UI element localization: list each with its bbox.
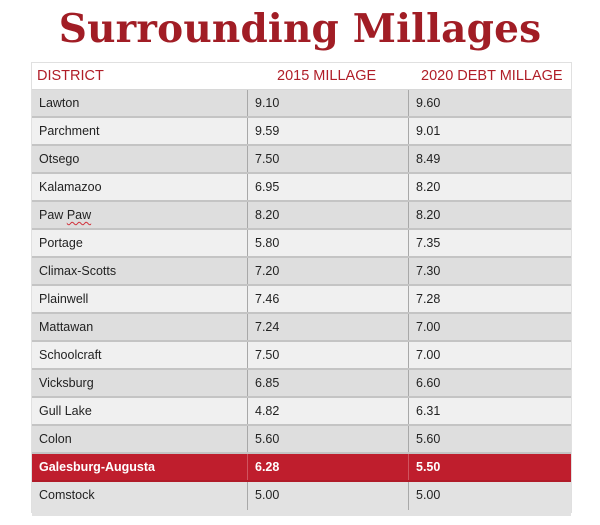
table-row: Comstock 5.00 5.00 <box>32 482 571 516</box>
millage-2015-cell: 5.00 <box>247 482 408 510</box>
district-word: Paw <box>39 208 64 222</box>
header-district: DISTRICT <box>37 68 104 84</box>
millage-2020-cell: 8.49 <box>408 146 571 172</box>
header-2015-millage: 2015 MILLAGE <box>277 68 377 84</box>
millage-2015-cell: 7.24 <box>247 314 408 340</box>
district-cell: Gull Lake <box>39 404 92 418</box>
millage-2015-cell: 8.20 <box>247 202 408 228</box>
table-row: Colon 5.60 5.60 <box>32 426 571 454</box>
millage-2020-cell: 7.28 <box>408 286 571 312</box>
district-cell: Lawton <box>39 96 80 110</box>
millage-2015-cell: 6.95 <box>247 174 408 200</box>
millage-2020-cell: 5.00 <box>408 482 571 510</box>
millage-2020-cell: 5.60 <box>408 426 571 452</box>
millage-2015-cell: 4.82 <box>247 398 408 424</box>
district-cell: Schoolcraft <box>39 348 102 362</box>
table-row: Gull Lake 4.82 6.31 <box>32 398 571 426</box>
millage-2015-cell: 5.60 <box>247 426 408 452</box>
table-row: Plainwell 7.46 7.28 <box>32 286 571 314</box>
millage-2015-cell: 7.50 <box>247 342 408 368</box>
table-row: Mattawan 7.24 7.00 <box>32 314 571 342</box>
table-row: Otsego 7.50 8.49 <box>32 146 571 174</box>
millage-2015-cell: 5.80 <box>247 230 408 256</box>
table-row: Parchment 9.59 9.01 <box>32 118 571 146</box>
table-row: Vicksburg 6.85 6.60 <box>32 370 571 398</box>
district-cell: Plainwell <box>39 292 89 306</box>
header-2020-debt-millage: 2020 DEBT MILLAGE <box>421 68 563 84</box>
millage-2020-cell: 7.00 <box>408 342 571 368</box>
millage-2020-cell: 5.50 <box>408 454 571 480</box>
table-header-row: DISTRICT 2015 MILLAGE 2020 DEBT MILLAGE <box>32 63 571 90</box>
district-cell: Mattawan <box>39 320 94 334</box>
millage-2020-cell: 7.35 <box>408 230 571 256</box>
district-cell: Climax-Scotts <box>39 264 117 278</box>
table-row: Kalamazoo 6.95 8.20 <box>32 174 571 202</box>
millage-2020-cell: 8.20 <box>408 202 571 228</box>
table-row-highlighted: Galesburg-Augusta 6.28 5.50 <box>32 454 571 482</box>
millage-2020-cell: 6.60 <box>408 370 571 396</box>
district-cell: Vicksburg <box>39 376 94 390</box>
district-cell: Galesburg-Augusta <box>39 460 155 474</box>
spellcheck-flagged-word: Paw <box>66 208 92 222</box>
millage-2015-cell: 9.59 <box>247 118 408 144</box>
millage-2015-cell: 6.85 <box>247 370 408 396</box>
district-cell: Comstock <box>39 488 95 502</box>
millage-2020-cell: 8.20 <box>408 174 571 200</box>
millage-2015-cell: 7.50 <box>247 146 408 172</box>
table-row: Climax-Scotts 7.20 7.30 <box>32 258 571 286</box>
table-row: Portage 5.80 7.35 <box>32 230 571 258</box>
millage-2020-cell: 9.60 <box>408 90 571 116</box>
district-cell: Otsego <box>39 152 80 166</box>
millage-2020-cell: 6.31 <box>408 398 571 424</box>
district-cell: Parchment <box>39 124 100 138</box>
table-row: Lawton 9.10 9.60 <box>32 90 571 118</box>
millage-2015-cell: 7.46 <box>247 286 408 312</box>
table-row: Schoolcraft 7.50 7.00 <box>32 342 571 370</box>
millage-2015-cell: 9.10 <box>247 90 408 116</box>
district-cell: Paw Paw <box>32 202 247 228</box>
table-row: Paw Paw 8.20 8.20 <box>32 202 571 230</box>
district-cell: Kalamazoo <box>39 180 102 194</box>
millage-2015-cell: 7.20 <box>247 258 408 284</box>
millage-2020-cell: 7.30 <box>408 258 571 284</box>
millage-2020-cell: 9.01 <box>408 118 571 144</box>
millage-2015-cell: 6.28 <box>247 454 408 480</box>
millage-table: DISTRICT 2015 MILLAGE 2020 DEBT MILLAGE … <box>31 62 572 516</box>
millage-2020-cell: 7.00 <box>408 314 571 340</box>
district-cell: Portage <box>39 236 83 250</box>
page-title: Surrounding Millages <box>58 6 542 52</box>
district-cell: Colon <box>39 432 72 446</box>
